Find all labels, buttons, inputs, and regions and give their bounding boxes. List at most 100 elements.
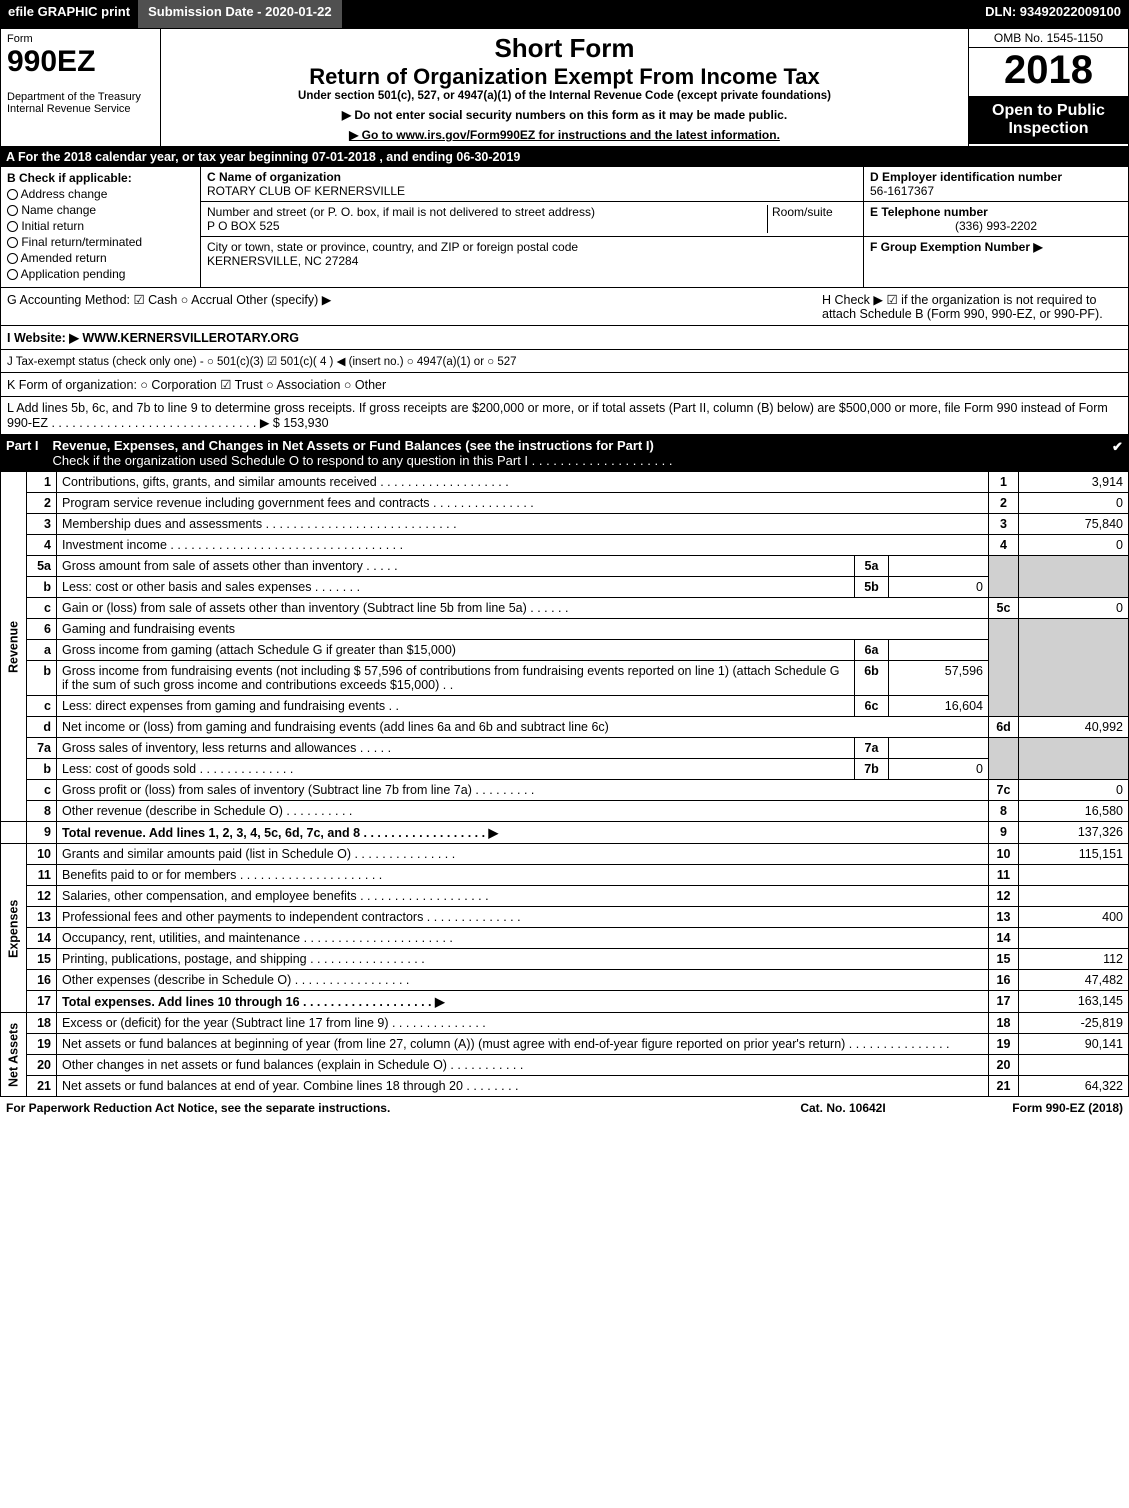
r9-ln: 9	[989, 822, 1019, 844]
r18-ln: 18	[989, 1013, 1019, 1034]
r6a-sv	[889, 640, 989, 661]
r7b-sv: 0	[889, 759, 989, 780]
r21-n: 21	[27, 1076, 57, 1097]
part1-title: Revenue, Expenses, and Changes in Net As…	[53, 438, 654, 453]
r21-d: Net assets or fund balances at end of ye…	[57, 1076, 989, 1097]
ein: 56-1617367	[870, 184, 934, 198]
addr-label: Number and street (or P. O. box, if mail…	[207, 205, 595, 219]
r15-n: 15	[27, 949, 57, 970]
r6a-n: a	[27, 640, 57, 661]
chk-name[interactable]: Name change	[7, 203, 194, 217]
r6a-sub: 6a	[855, 640, 889, 661]
r21-v: 64,322	[1019, 1076, 1129, 1097]
r5c-n: c	[27, 598, 57, 619]
r4-d: Investment income . . . . . . . . . . . …	[57, 535, 989, 556]
r7a-n: 7a	[27, 738, 57, 759]
line-g-h: G Accounting Method: ☑ Cash ○ Accrual Ot…	[0, 288, 1129, 326]
r19-ln: 19	[989, 1034, 1019, 1055]
r2-n: 2	[27, 493, 57, 514]
short-form: Short Form	[169, 33, 960, 64]
r15-v: 112	[1019, 949, 1129, 970]
r7-shade	[989, 738, 1019, 780]
r17-ln: 17	[989, 991, 1019, 1013]
r4-ln: 4	[989, 535, 1019, 556]
r6c-sv: 16,604	[889, 696, 989, 717]
chk-initial[interactable]: Initial return	[7, 219, 194, 233]
chk-pending[interactable]: Application pending	[7, 267, 194, 281]
dln: DLN: 93492022009100	[977, 0, 1129, 28]
city-label: City or town, state or province, country…	[207, 240, 578, 254]
org-name: ROTARY CLUB OF KERNERSVILLE	[207, 184, 405, 198]
box-c: C Name of organization ROTARY CLUB OF KE…	[201, 167, 863, 287]
r8-n: 8	[27, 801, 57, 822]
r5b-sv: 0	[889, 577, 989, 598]
r7c-n: c	[27, 780, 57, 801]
r21-ln: 21	[989, 1076, 1019, 1097]
r9-n: 9	[27, 822, 57, 844]
r5c-ln: 5c	[989, 598, 1019, 619]
r20-ln: 20	[989, 1055, 1019, 1076]
r4-n: 4	[27, 535, 57, 556]
r17-n: 17	[27, 991, 57, 1013]
chk-address[interactable]: Address change	[7, 187, 194, 201]
r17-v: 163,145	[1019, 991, 1129, 1013]
top-bar: efile GRAPHIC print Submission Date - 20…	[0, 0, 1129, 28]
r7c-d: Gross profit or (loss) from sales of inv…	[57, 780, 989, 801]
r5-shade2	[1019, 556, 1129, 598]
header-left: Form 990EZ Department of the Treasury In…	[1, 29, 161, 146]
r14-d: Occupancy, rent, utilities, and maintena…	[57, 928, 989, 949]
r5b-sub: 5b	[855, 577, 889, 598]
side-expenses: Expenses	[1, 844, 27, 1013]
r12-d: Salaries, other compensation, and employ…	[57, 886, 989, 907]
r10-d: Grants and similar amounts paid (list in…	[57, 844, 989, 865]
r6b-n: b	[27, 661, 57, 696]
line-j: J Tax-exempt status (check only one) - ○…	[0, 350, 1129, 373]
r1-n: 1	[27, 472, 57, 493]
r3-ln: 3	[989, 514, 1019, 535]
address-cell: Number and street (or P. O. box, if mail…	[201, 202, 863, 237]
line-h: H Check ▶ ☑ if the organization is not r…	[822, 292, 1122, 321]
r20-n: 20	[27, 1055, 57, 1076]
r16-ln: 16	[989, 970, 1019, 991]
r6-d: Gaming and fundraising events	[57, 619, 989, 640]
tax-year: 2018	[969, 48, 1128, 96]
chk-final[interactable]: Final return/terminated	[7, 235, 194, 249]
r8-ln: 8	[989, 801, 1019, 822]
r14-ln: 14	[989, 928, 1019, 949]
form-subtitle: Under section 501(c), 527, or 4947(a)(1)…	[169, 90, 960, 102]
box-d: D Employer identification number 56-1617…	[864, 167, 1128, 202]
r16-d: Other expenses (describe in Schedule O) …	[57, 970, 989, 991]
info-block: B Check if applicable: Address change Na…	[0, 167, 1129, 288]
c-label: C Name of organization	[207, 170, 341, 184]
r10-n: 10	[27, 844, 57, 865]
r8-d: Other revenue (describe in Schedule O) .…	[57, 801, 989, 822]
r6d-ln: 6d	[989, 717, 1019, 738]
r18-d: Excess or (deficit) for the year (Subtra…	[57, 1013, 989, 1034]
r5b-d: Less: cost or other basis and sales expe…	[57, 577, 855, 598]
r2-v: 0	[1019, 493, 1129, 514]
r8-v: 16,580	[1019, 801, 1129, 822]
line-i: I Website: ▶ WWW.KERNERSVILLEROTARY.ORG	[0, 326, 1129, 350]
r6b-d: Gross income from fundraising events (no…	[57, 661, 855, 696]
r2-d: Program service revenue including govern…	[57, 493, 989, 514]
r11-d: Benefits paid to or for members . . . . …	[57, 865, 989, 886]
line-g: G Accounting Method: ☑ Cash ○ Accrual Ot…	[7, 292, 822, 321]
r13-n: 13	[27, 907, 57, 928]
r10-ln: 10	[989, 844, 1019, 865]
r20-d: Other changes in net assets or fund bala…	[57, 1055, 989, 1076]
r3-d: Membership dues and assessments . . . . …	[57, 514, 989, 535]
r7a-d: Gross sales of inventory, less returns a…	[57, 738, 855, 759]
irs-label: Internal Revenue Service	[7, 103, 154, 115]
r6b-sub: 6b	[855, 661, 889, 696]
r5b-n: b	[27, 577, 57, 598]
r12-ln: 12	[989, 886, 1019, 907]
r10-v: 115,151	[1019, 844, 1129, 865]
side-rev-end	[1, 822, 27, 844]
r6-shade	[989, 619, 1019, 717]
part1-checkbox[interactable]	[1099, 438, 1123, 468]
chk-amended[interactable]: Amended return	[7, 251, 194, 265]
r6d-d: Net income or (loss) from gaming and fun…	[57, 717, 989, 738]
r7c-ln: 7c	[989, 780, 1019, 801]
omb-number: OMB No. 1545-1150	[969, 29, 1128, 48]
r5a-n: 5a	[27, 556, 57, 577]
